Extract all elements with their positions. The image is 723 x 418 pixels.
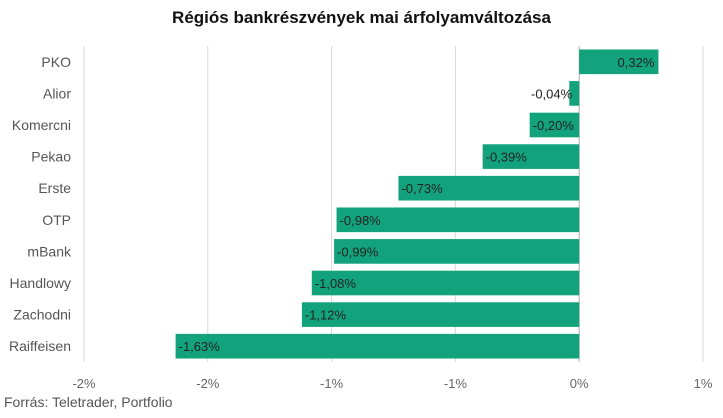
x-tick-label: -1%: [320, 376, 344, 391]
data-label: -1,12%: [305, 308, 347, 323]
bars: [175, 49, 659, 359]
category-label: PKO: [41, 54, 71, 70]
data-label: 0,32%: [618, 55, 655, 70]
bar-handlowy: [311, 270, 580, 296]
category-label: Komercni: [12, 117, 71, 133]
data-label: -0,04%: [531, 86, 573, 101]
source-note: Forrás: Teletrader, Portfolio: [4, 394, 173, 410]
category-label: OTP: [42, 212, 71, 228]
category-label: Pekao: [31, 149, 71, 165]
bar-alior: [569, 81, 580, 106]
labels: -2% -2% -1% -1% 0% 1% PKO 0,32% Alior -0,04% Komer…: [9, 54, 713, 391]
category-label: Handlowy: [10, 275, 71, 291]
bar-pko: [579, 49, 659, 75]
category-label: Zachodni: [13, 307, 71, 323]
data-label: -0,39%: [486, 150, 528, 165]
bar-pekao: [482, 144, 580, 169]
bar-raiffeisen: [175, 333, 580, 359]
data-label: -0,99%: [337, 244, 379, 259]
chart-title: Régiós bankrészvények mai árfolyamváltoz…: [172, 8, 551, 27]
category-label: mBank: [27, 243, 72, 259]
bar-komercni: [529, 112, 580, 138]
category-label: Alior: [43, 85, 71, 101]
data-label: -1,63%: [179, 339, 221, 354]
category-label: Raiffeisen: [9, 338, 71, 354]
x-tick-label: 1%: [694, 376, 713, 391]
bar-otp: [336, 207, 580, 233]
bar-mbank: [334, 239, 580, 264]
data-label: -0,20%: [533, 118, 575, 133]
x-tick-label: -1%: [444, 376, 468, 391]
bar-zachodni: [301, 302, 580, 327]
data-label: -1,08%: [315, 276, 357, 291]
x-tick-label: -2%: [196, 376, 220, 391]
bar-erste: [398, 175, 580, 201]
category-label: Erste: [38, 180, 71, 196]
data-label: -0,98%: [340, 213, 382, 228]
x-tick-label: -2%: [72, 376, 96, 391]
data-label: -0,73%: [401, 181, 443, 196]
x-tick-label: 0%: [570, 376, 589, 391]
